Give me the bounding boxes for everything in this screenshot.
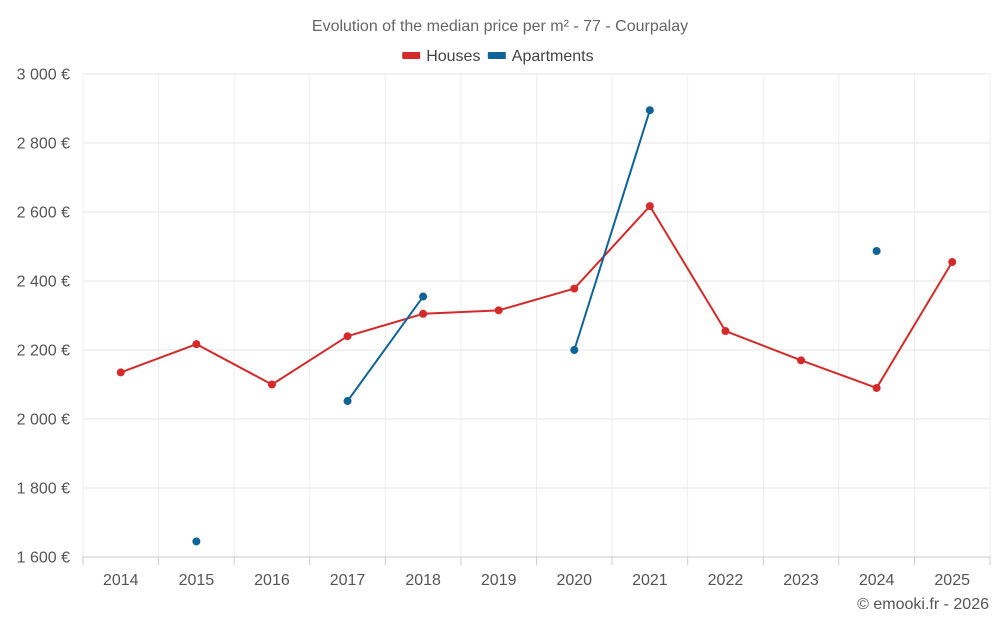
x-tick-label: 2020 (556, 572, 592, 589)
apartments-line (573, 109, 651, 351)
houses-point-2015[interactable] (192, 340, 201, 349)
x-tick-label: 2024 (859, 572, 895, 589)
x-tick-label: 2017 (330, 572, 366, 589)
x-tick-label: 2025 (934, 572, 970, 589)
apartments-point-2018[interactable] (419, 292, 428, 301)
chart-title: Evolution of the median price per m² - 7… (312, 18, 688, 35)
legend-swatch (487, 52, 506, 59)
x-tick-label: 2014 (103, 572, 139, 589)
x-tick-label: 2016 (254, 572, 290, 589)
x-tick-label: 2019 (481, 572, 517, 589)
houses-point-2023[interactable] (797, 356, 806, 365)
y-tick-label: 1 600 € (17, 550, 70, 567)
legend-item-apartments[interactable]: Apartments (487, 48, 594, 65)
houses-point-2024[interactable] (872, 383, 881, 392)
apartments-line (346, 295, 424, 402)
houses-point-2018[interactable] (419, 309, 428, 318)
houses-point-2017[interactable] (343, 332, 352, 341)
axes: 1 600 € 1 800 € 2 000 € 2 200 € 2 400 € 2 600… (17, 67, 991, 589)
x-tick-label: 2023 (783, 572, 819, 589)
apartments-point-2020[interactable] (570, 346, 579, 354)
houses-point-2020[interactable] (570, 284, 579, 293)
houses-point-2025[interactable] (948, 258, 957, 267)
series-houses (116, 202, 957, 392)
y-tick-label: 3 000 € (17, 67, 70, 84)
x-tick-label: 2018 (405, 572, 441, 589)
houses-point-2016[interactable] (267, 380, 276, 389)
y-tick-label: 2 200 € (17, 343, 70, 360)
houses-line (120, 205, 954, 389)
y-tick-label: 2 600 € (17, 205, 70, 222)
y-tick-label: 2 000 € (17, 412, 70, 429)
apartments-point-2021[interactable] (645, 106, 654, 115)
houses-point-2022[interactable] (721, 327, 730, 336)
legend-swatch (402, 52, 421, 59)
legend-item-houses[interactable]: Houses (402, 48, 480, 65)
y-tick-label: 2 400 € (17, 274, 70, 291)
series-apartments (192, 106, 881, 546)
series-layer (116, 106, 957, 546)
x-tick-label: 2022 (708, 572, 744, 589)
apartments-point-2015[interactable] (192, 537, 201, 546)
houses-point-2014[interactable] (116, 368, 125, 377)
grid (82, 73, 991, 558)
x-tick-label: 2021 (632, 572, 668, 589)
legend-label: Apartments (512, 48, 594, 65)
apartments-point-2017[interactable] (343, 397, 352, 406)
legend-label: Houses (426, 48, 480, 65)
houses-point-2019[interactable] (494, 306, 503, 315)
credit-label: © emooki.fr - 2026 (857, 596, 989, 613)
y-tick-label: 1 800 € (17, 481, 70, 498)
y-tick-label: 2 800 € (17, 136, 70, 153)
apartments-point-2024[interactable] (872, 246, 881, 255)
x-tick-label: 2015 (179, 572, 215, 589)
houses-point-2021[interactable] (645, 202, 654, 211)
legend: Houses Apartments (402, 48, 594, 65)
